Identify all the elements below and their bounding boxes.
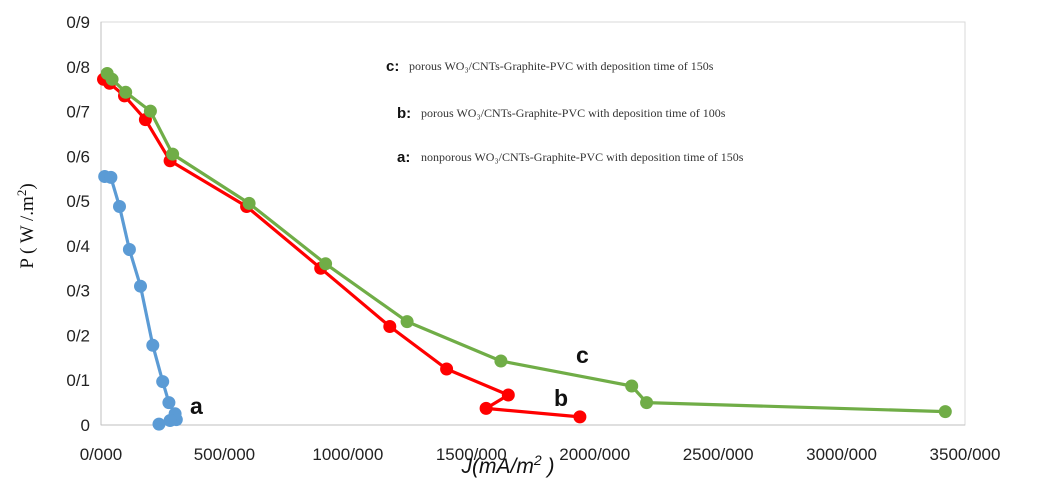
legend-text-a: nonporous WO₃/CNTs-Graphite-PVC with dep…: [421, 150, 744, 164]
y-tick-label: 0/3: [66, 282, 90, 301]
series-label-a: a: [190, 393, 203, 419]
series-c-point: [319, 257, 333, 271]
y-tick-label: 0/2: [66, 326, 90, 345]
series-c-point: [938, 405, 952, 419]
x-tick-label: 2000/000: [559, 445, 630, 464]
legend: c: porous WO₃/CNTs-Graphite-PVC with dep…: [386, 58, 744, 166]
plot-frame: [100, 21, 966, 426]
series-a-point: [156, 375, 170, 389]
y-axis-title: P ( W /.m2): [14, 183, 39, 268]
series-b-point: [440, 362, 454, 376]
series-a-point: [134, 279, 147, 293]
legend-key-a: a:: [397, 149, 410, 166]
series-a-point: [162, 396, 176, 410]
legend-key-b: b:: [397, 105, 411, 122]
y-tick-label: 0/7: [66, 103, 90, 122]
series-c-point: [400, 315, 414, 329]
legend-text-b: porous WO₃/CNTs-Graphite-PVC with deposi…: [421, 106, 726, 120]
x-tick-labels: 0/000 500/000 1000/000 1500/000 2000/000 2500…: [80, 445, 1001, 464]
legend-entry-a: a: nonporous WO₃/CNTs-Graphite-PVC with …: [397, 149, 744, 166]
y-tick-label: 0/8: [66, 58, 90, 77]
series-b: [97, 72, 587, 424]
series-c-point: [119, 85, 133, 99]
series-label-b: b: [554, 385, 568, 411]
series-c-point: [625, 379, 639, 393]
series-a-point: [146, 338, 160, 352]
x-tick-label: 1000/000: [312, 445, 383, 464]
y-tick-label: 0/9: [66, 13, 90, 32]
x-tick-label: 0/000: [80, 445, 123, 464]
x-tick-label: 3500/000: [930, 445, 1001, 464]
y-tick-labels: 0 0/1 0/2 0/3 0/4 0/5 0/6 0/7 0/8 0/9: [66, 13, 90, 435]
series-label-c: c: [576, 342, 589, 368]
x-tick-label: 1500/000: [436, 445, 507, 464]
series-c-point: [166, 147, 180, 161]
series-a-point: [122, 243, 136, 256]
series-b-point: [573, 410, 587, 424]
legend-entry-b: b: porous WO₃/CNTs-Graphite-PVC with dep…: [397, 105, 726, 122]
legend-text-c: porous WO₃/CNTs-Graphite-PVC with deposi…: [409, 59, 714, 73]
series-a-point: [104, 170, 118, 184]
series-b-point: [479, 401, 493, 415]
x-axis-title: J(mA/m2 ): [461, 452, 555, 478]
series-b-point: [383, 320, 397, 333]
y-tick-label: 0/4: [66, 237, 90, 256]
y-tick-label: 0/6: [66, 147, 90, 166]
series-c-point: [143, 104, 157, 118]
series-c-point: [494, 354, 508, 368]
series-c-point: [640, 396, 654, 410]
series-layer: [97, 67, 952, 431]
series-a-point: [152, 417, 166, 431]
series-b-point: [501, 388, 515, 402]
series-b-line: [102, 77, 581, 419]
series-c-point: [105, 72, 119, 86]
series-c-line: [105, 72, 946, 414]
y-tick-label: 0/5: [66, 192, 90, 211]
series-c: [100, 67, 952, 419]
x-tick-label: 3000/000: [806, 445, 877, 464]
series-a-point: [113, 200, 126, 213]
y-tick-label: 0/1: [66, 371, 90, 390]
legend-entry-c: c: porous WO₃/CNTs-Graphite-PVC with dep…: [386, 58, 714, 75]
legend-key-c: c:: [386, 58, 399, 75]
x-tick-label: 2500/000: [683, 445, 754, 464]
series-a: [98, 170, 183, 431]
series-c-point: [242, 196, 256, 210]
x-tick-label: 500/000: [194, 445, 255, 464]
y-tick-label: 0: [81, 416, 90, 435]
series-a-point: [163, 414, 177, 427]
